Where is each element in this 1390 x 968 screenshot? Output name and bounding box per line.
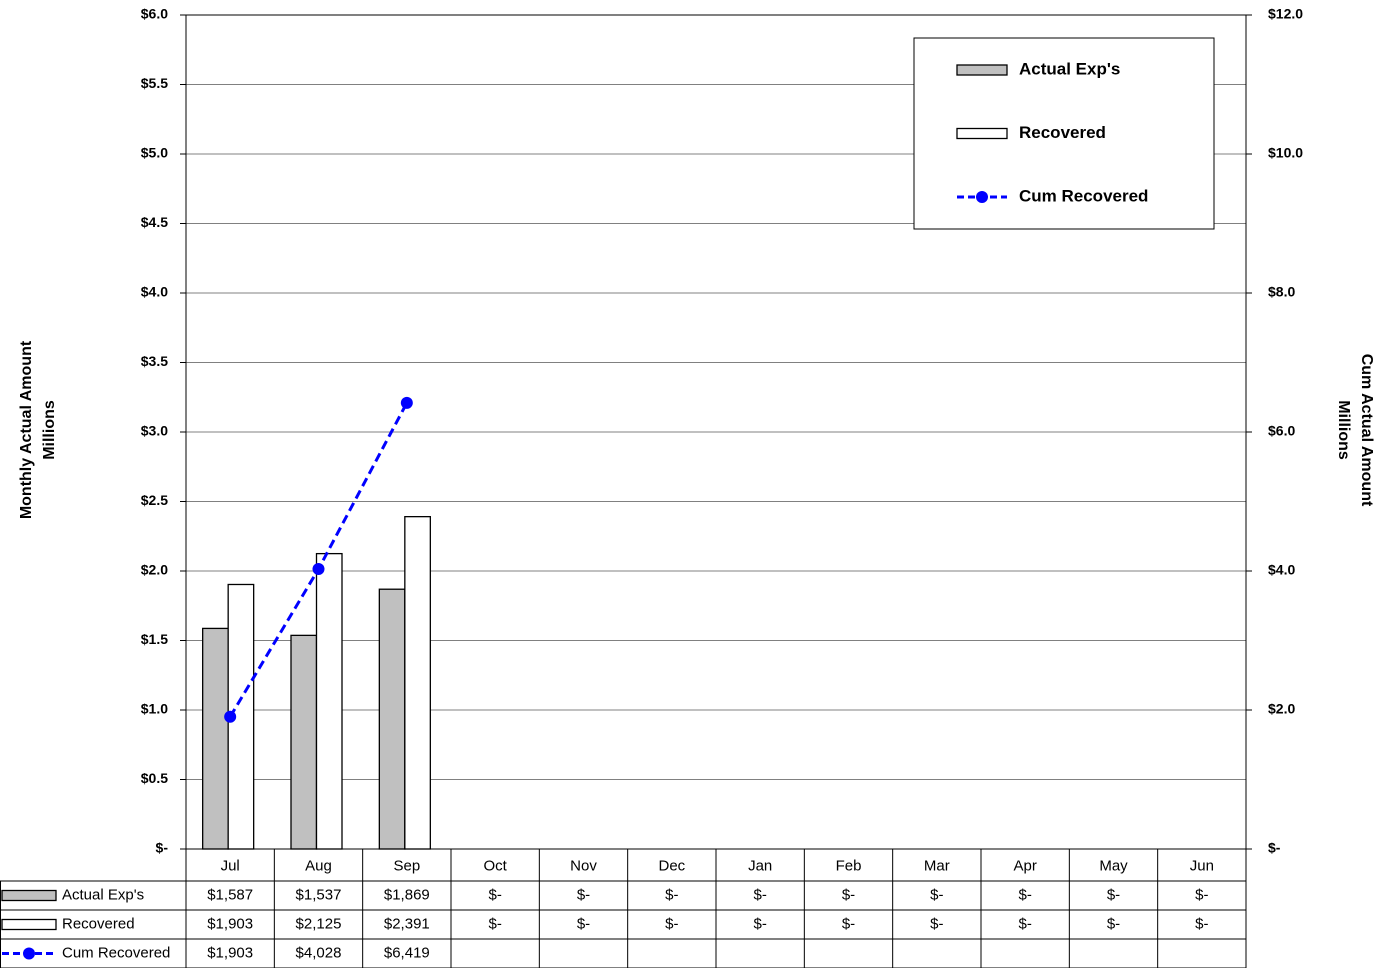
line-point xyxy=(224,710,237,723)
x-tick-label: Oct xyxy=(483,857,507,874)
table-swatch xyxy=(1,918,57,931)
bar xyxy=(404,516,431,850)
table-value: $- xyxy=(665,886,678,903)
table-value: $- xyxy=(1107,915,1120,932)
table-row-label: Recovered xyxy=(62,915,135,932)
table-value: $- xyxy=(665,915,678,932)
y-tick-label: $- xyxy=(156,840,169,856)
table-value: $1,903 xyxy=(207,944,253,961)
table-value: $- xyxy=(1018,886,1031,903)
y-tick-label: $3.0 xyxy=(141,423,168,439)
table-value: $1,903 xyxy=(207,915,253,932)
legend-swatch xyxy=(956,64,1008,76)
table-swatch xyxy=(23,947,35,960)
x-tick-label: Jun xyxy=(1190,857,1214,874)
table-value: $- xyxy=(753,886,766,903)
table-value: $- xyxy=(753,915,766,932)
table-value: $- xyxy=(842,886,855,903)
table-value: $- xyxy=(577,915,590,932)
x-tick-label: Nov xyxy=(570,857,597,874)
y-axis-title: Monthly Actual Amount xyxy=(18,340,35,519)
y2-tick-label: $6.0 xyxy=(1268,423,1295,439)
x-tick-label: Apr xyxy=(1013,857,1036,874)
x-tick-label: Jan xyxy=(748,857,772,874)
line-point xyxy=(400,396,413,409)
y-tick-label: $3.5 xyxy=(141,353,168,369)
legend-swatch xyxy=(976,191,988,203)
y-tick-label: $0.5 xyxy=(141,770,168,786)
y2-tick-label: $- xyxy=(1268,840,1281,856)
y2-axis-title: Cum Actual Amount xyxy=(1358,354,1375,507)
y-tick-label: $1.5 xyxy=(141,631,168,647)
y2-tick-label: $4.0 xyxy=(1268,562,1295,578)
legend-label: Recovered xyxy=(1019,123,1106,142)
table-row-label: Actual Exp's xyxy=(62,886,144,903)
table-value: $- xyxy=(488,915,501,932)
table-value: $- xyxy=(1107,886,1120,903)
x-tick-label: Mar xyxy=(924,857,950,874)
y-tick-label: $5.5 xyxy=(141,75,168,91)
y2-tick-label: $10.0 xyxy=(1268,145,1303,161)
y2-axis-title: Millions xyxy=(1335,400,1352,460)
table-value: $- xyxy=(577,886,590,903)
table-value: $- xyxy=(930,886,943,903)
legend-swatch xyxy=(956,127,1008,140)
table-value: $2,125 xyxy=(296,915,342,932)
table-value: $1,537 xyxy=(296,886,342,903)
bar xyxy=(315,552,343,850)
legend-label: Actual Exp's xyxy=(1019,59,1120,78)
table-value: $6,419 xyxy=(384,944,430,961)
table-value: $- xyxy=(1195,886,1208,903)
table-value: $- xyxy=(1018,915,1031,932)
x-tick-label: Aug xyxy=(305,857,332,874)
legend-label: Cum Recovered xyxy=(1019,186,1148,205)
bar xyxy=(290,634,318,850)
table-row-label: Cum Recovered xyxy=(62,944,170,961)
y2-tick-label: $12.0 xyxy=(1268,6,1303,22)
table-value: $2,391 xyxy=(384,915,430,932)
y-tick-label: $4.5 xyxy=(141,214,168,230)
x-tick-label: Sep xyxy=(393,857,420,874)
bar xyxy=(378,588,406,850)
table-value: $- xyxy=(1195,915,1208,932)
x-tick-label: Jul xyxy=(221,857,240,874)
table-value: $1,869 xyxy=(384,886,430,903)
y-axis-title: Millions xyxy=(41,400,58,460)
table-swatch xyxy=(1,889,57,902)
y-tick-label: $1.0 xyxy=(141,701,168,717)
bar xyxy=(202,627,229,850)
table-value: $- xyxy=(488,886,501,903)
y2-tick-label: $2.0 xyxy=(1268,701,1295,717)
y-tick-label: $2.5 xyxy=(141,492,168,508)
y-tick-label: $5.0 xyxy=(141,145,168,161)
x-tick-label: Feb xyxy=(836,857,862,874)
line-point xyxy=(312,563,325,576)
x-tick-label: May xyxy=(1099,857,1128,874)
table-value: $- xyxy=(930,915,943,932)
y-tick-label: $4.0 xyxy=(141,284,168,300)
y2-tick-label: $8.0 xyxy=(1268,284,1295,300)
y-tick-label: $2.0 xyxy=(141,562,168,578)
table-value: $4,028 xyxy=(296,944,342,961)
x-tick-label: Dec xyxy=(658,857,685,874)
table-value: $- xyxy=(842,915,855,932)
y-tick-label: $6.0 xyxy=(141,6,168,22)
table-value: $1,587 xyxy=(207,886,253,903)
